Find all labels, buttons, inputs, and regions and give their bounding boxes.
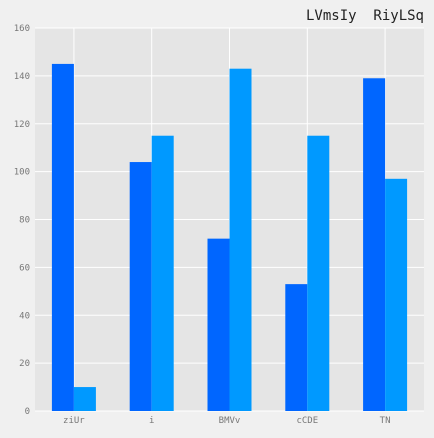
y-tick-label: 60: [19, 263, 30, 273]
x-tick-label: i: [149, 416, 154, 426]
bar-series-2-TN: [385, 178, 408, 411]
bar-series-2-cCDE: [307, 135, 330, 411]
y-tick-label: 160: [14, 24, 30, 34]
x-tick-label: ziUr: [63, 416, 85, 426]
x-tick-label: TN: [380, 416, 391, 426]
bar-series-2-ziUr: [73, 387, 96, 411]
y-tick-label: 80: [19, 216, 30, 226]
y-tick-label: 100: [14, 168, 30, 178]
chart-title: LVmsIy RiyLSq: [306, 8, 424, 24]
y-tick-label: 0: [25, 407, 30, 417]
x-tick-label: cCDE: [296, 416, 318, 426]
x-tick-label: BMVv: [219, 416, 241, 426]
y-tick-label: 140: [14, 72, 30, 82]
x-axis: ziUr i BMVv cCDE TN: [63, 416, 390, 426]
bar-series-1-cCDE: [285, 284, 308, 411]
y-axis: 0 20 40 60 80 100 120 140 160: [14, 24, 30, 417]
bar-series-1-TN: [363, 78, 386, 412]
bar-series-2-i: [151, 135, 174, 411]
bar-series-2-BMVv: [229, 68, 252, 411]
bar-series-1-i: [129, 162, 152, 411]
y-tick-label: 120: [14, 120, 30, 130]
bars: [51, 63, 408, 412]
y-tick-label: 20: [19, 359, 30, 369]
bar-series-1-BMVv: [207, 238, 230, 411]
y-tick-label: 40: [19, 311, 30, 321]
bar-series-1-ziUr: [51, 63, 74, 411]
